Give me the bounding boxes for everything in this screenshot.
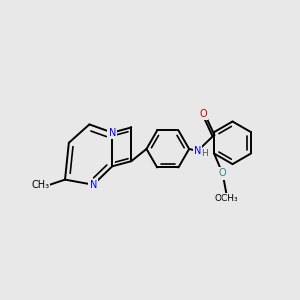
Text: N: N (89, 180, 97, 190)
Text: OCH₃: OCH₃ (214, 194, 238, 203)
Text: CH₃: CH₃ (32, 180, 50, 190)
Text: O: O (200, 109, 207, 119)
Text: N: N (109, 128, 116, 138)
Text: O: O (219, 169, 226, 178)
Text: H: H (201, 149, 208, 158)
Text: N: N (194, 146, 201, 156)
